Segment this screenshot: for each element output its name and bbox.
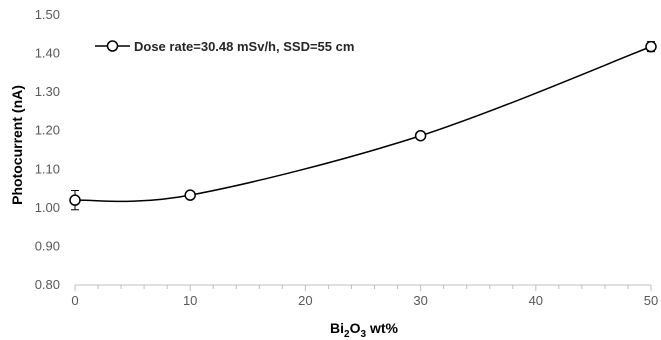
data-point xyxy=(645,40,657,53)
x-axis-title-mid: O xyxy=(350,320,361,336)
y-tick-label: 1.20 xyxy=(35,123,60,138)
y-tick-label: 1.40 xyxy=(35,46,60,61)
x-axis-title: Bi2O3 wt% xyxy=(330,320,398,340)
x-tick-label: 20 xyxy=(298,293,312,308)
y-tick-label: 1.30 xyxy=(35,84,60,99)
y-axis: 0.80 0.90 1.00 1.10 1.20 1.30 1.40 1.50 xyxy=(35,7,60,292)
series-line xyxy=(74,45,652,203)
y-tick-label: 0.80 xyxy=(35,277,60,292)
x-axis: 0 10 20 30 40 50 xyxy=(71,284,658,308)
data-point xyxy=(69,194,81,206)
legend: Dose rate=30.48 mSv/h, SSD=55 cm xyxy=(95,39,354,54)
y-tick-label: 0.90 xyxy=(35,238,60,253)
series xyxy=(69,40,657,211)
x-tick-label: 0 xyxy=(71,293,78,308)
data-point xyxy=(184,189,196,201)
x-tick-label: 10 xyxy=(183,293,197,308)
x-tick-label: 40 xyxy=(529,293,543,308)
data-point xyxy=(414,129,427,142)
y-tick-label: 1.00 xyxy=(35,200,60,215)
legend-label: Dose rate=30.48 mSv/h, SSD=55 cm xyxy=(134,39,354,54)
x-tick-label: 50 xyxy=(644,293,658,308)
y-axis-title: Photocurrent (nA) xyxy=(9,85,25,205)
legend-marker xyxy=(106,40,119,52)
y-tick-label: 1.10 xyxy=(35,161,60,176)
y-tick-label: 1.50 xyxy=(35,7,60,22)
x-tick-label: 30 xyxy=(413,293,427,308)
x-axis-title-sub2: 3 xyxy=(361,329,367,340)
x-axis-title-rest: wt% xyxy=(366,320,398,336)
x-axis-title-base: Bi xyxy=(330,320,344,336)
x-axis-title-sub1: 2 xyxy=(344,329,350,340)
